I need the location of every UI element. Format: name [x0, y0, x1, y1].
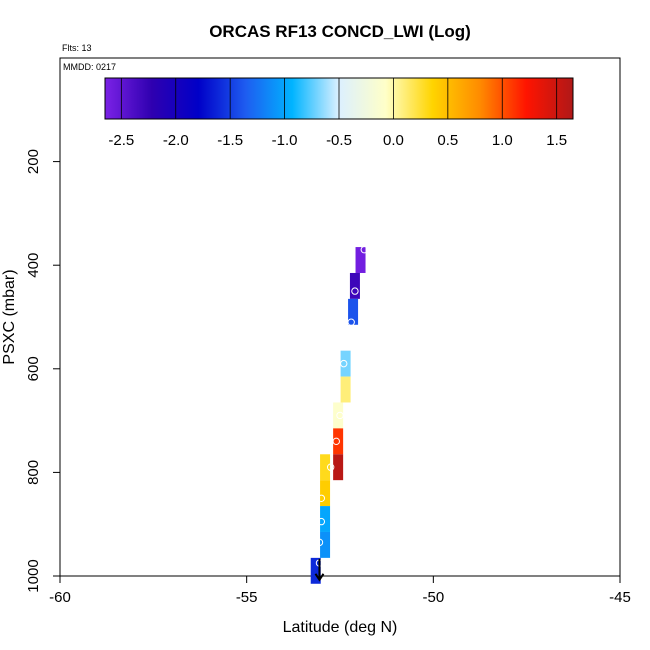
colorbar-tick-label: 1.0	[492, 132, 513, 149]
plot-frame	[59, 57, 621, 577]
track-point	[336, 411, 344, 420]
colorbar-tick-label: -2.5	[108, 132, 134, 149]
colorbar-tick-label: 1.5	[546, 132, 567, 149]
data-cell	[320, 506, 331, 532]
data-cell	[320, 454, 331, 481]
y-tick-label: 800	[25, 460, 42, 485]
chart-title: ORCAS RF13 CONCD_LWI (Log)	[209, 22, 471, 41]
colorbar-tick-label: -1.5	[217, 132, 243, 149]
data-cell	[333, 402, 344, 429]
track-point	[351, 287, 359, 295]
data-cell	[340, 350, 351, 377]
x-axis-label: Latitude (deg N)	[283, 619, 398, 636]
track-point	[315, 538, 324, 547]
track-point	[317, 494, 326, 502]
data-cell	[310, 557, 321, 584]
colorbar-tick-label: -1.0	[272, 132, 298, 149]
track-point	[326, 463, 335, 471]
y-tick-label: 200	[25, 149, 42, 174]
colorbar-tick-label: 0.0	[383, 132, 404, 149]
flights-note: Flts: 13	[62, 43, 92, 53]
y-axis-label: PSXC (mbar)	[1, 269, 18, 364]
track-point	[317, 517, 326, 526]
y-tick-label: 1000	[25, 559, 42, 592]
x-tick-label: -45	[609, 589, 631, 606]
data-cell	[355, 247, 366, 273]
colorbar-tick-label: -0.5	[326, 132, 352, 149]
track-point	[360, 245, 368, 254]
data-cells	[310, 247, 366, 584]
track-point	[340, 359, 348, 368]
data-cell	[349, 272, 360, 299]
colorbar-tick-label: 0.5	[437, 132, 458, 149]
data-cell	[320, 531, 331, 558]
colorbar: -2.5 -2.0 -1.5 -1.0 -0.5 0.0 0.5 1.0 1.5	[104, 77, 574, 149]
axes: -60 -55 -50 -45 200 400 600 800 1000	[25, 149, 631, 606]
y-tick-label: 600	[25, 356, 42, 381]
track-point	[347, 318, 355, 326]
x-tick-label: -60	[49, 589, 71, 606]
colorbar-tick-label: -2.0	[163, 132, 189, 149]
data-cell	[333, 454, 344, 481]
x-tick-label: -50	[422, 589, 444, 606]
flight-track	[314, 245, 368, 582]
track-point	[332, 437, 340, 446]
y-tick-label: 400	[25, 253, 42, 278]
data-cell	[348, 298, 359, 325]
data-cell	[333, 428, 344, 455]
x-tick-label: -55	[236, 589, 258, 606]
track-end-arrow	[314, 558, 325, 582]
data-cell	[340, 376, 351, 403]
data-cell	[320, 480, 331, 507]
date-note: MMDD: 0217	[63, 62, 116, 72]
